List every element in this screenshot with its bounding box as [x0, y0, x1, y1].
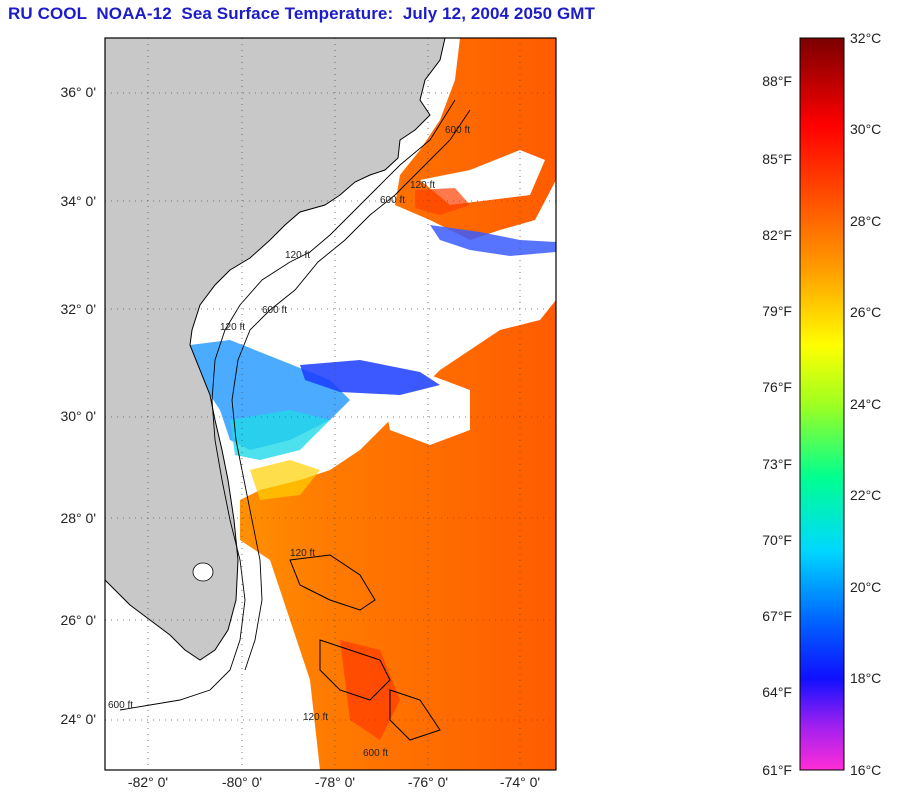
lon-label: -74° 0': [499, 774, 541, 790]
colorbar-fahrenheit-label: 76°F: [762, 379, 792, 395]
colorbar-fahrenheit-label: 85°F: [762, 151, 792, 167]
isobath-120ft: [119, 99, 456, 711]
colorbar-fahrenheit-label: 64°F: [762, 684, 792, 700]
lat-label: 30° 0': [60, 408, 96, 424]
isobath-label: 600 ft: [445, 125, 471, 136]
bahamas-islands: [289, 554, 441, 741]
isobath-label: 600 ft: [363, 748, 389, 759]
lon-label: -82° 0': [127, 774, 169, 790]
lat-label: 24° 0': [60, 711, 96, 727]
colorbar-celsius-label: 32°C: [850, 30, 882, 46]
graticule: [105, 38, 556, 770]
isobath-label: 120 ft: [285, 250, 311, 261]
land-mass: [105, 38, 446, 661]
lat-label: 32° 0': [60, 301, 96, 317]
isobath-label: 120 ft: [303, 712, 329, 723]
colorbar-fahrenheit-label: 61°F: [762, 762, 792, 778]
cool-water-band: [430, 225, 556, 256]
colorbar-fahrenheit-label: 67°F: [762, 608, 792, 624]
warm-water-patch: [250, 460, 320, 500]
colorbar-celsius-label: 22°C: [850, 487, 882, 503]
lat-label: 36° 0': [60, 84, 96, 100]
colorbar-fahrenheit-label: 88°F: [762, 73, 792, 89]
colorbar-fahrenheit-label: 79°F: [762, 303, 792, 319]
warm-water-patch: [415, 188, 470, 215]
colorbar-celsius-label: 30°C: [850, 121, 882, 137]
colorbar-celsius-label: 26°C: [850, 304, 882, 320]
isobath-label: 600 ft: [108, 700, 134, 711]
cool-water-band: [230, 410, 330, 460]
warm-water-patch: [340, 640, 400, 740]
colorbar: [799, 37, 845, 771]
lake-okeechobee: [192, 562, 214, 582]
lat-label: 28° 0': [60, 510, 96, 526]
colorbar-celsius-label: 28°C: [850, 213, 882, 229]
lon-label: -78° 0': [314, 774, 356, 790]
cloud-cover-patch: [300, 270, 470, 350]
isobath-label: 120 ft: [290, 548, 316, 559]
isobath-label: 600 ft: [380, 195, 406, 206]
colorbar-fahrenheit-label: 70°F: [762, 532, 792, 548]
colorbar-fahrenheit-label: 82°F: [762, 227, 792, 243]
lat-label: 26° 0': [60, 612, 96, 628]
lon-label: -80° 0': [221, 774, 263, 790]
isobath-label: 120 ft: [410, 180, 436, 191]
colorbar-celsius-label: 24°C: [850, 396, 882, 412]
lon-label: -76° 0': [407, 774, 449, 790]
colorbar-celsius-label: 16°C: [850, 762, 882, 778]
colorbar-fahrenheit-label: 73°F: [762, 456, 792, 472]
colorbar-celsius-label: 18°C: [850, 670, 882, 686]
isobath-label: 120 ft: [220, 322, 246, 333]
colorbar-celsius-label: 20°C: [850, 579, 882, 595]
isobath-label: 600 ft: [262, 305, 288, 316]
map-title: RU COOL NOAA-12 Sea Surface Temperature:…: [8, 4, 596, 23]
map-frame: [104, 37, 557, 771]
map-plot-area: [105, 38, 556, 770]
lat-label: 34° 0': [60, 193, 96, 209]
isobath-600ft: [231, 109, 471, 671]
